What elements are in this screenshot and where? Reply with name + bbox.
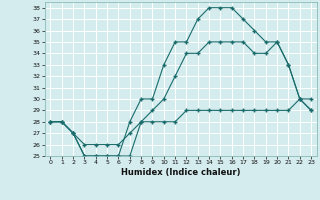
X-axis label: Humidex (Indice chaleur): Humidex (Indice chaleur) (121, 168, 241, 177)
